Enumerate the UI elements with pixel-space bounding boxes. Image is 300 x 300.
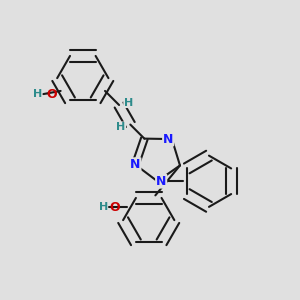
Text: H: H <box>124 98 133 107</box>
Text: N: N <box>156 175 166 188</box>
Text: H: H <box>33 89 42 99</box>
Text: N: N <box>130 158 141 171</box>
Text: H: H <box>98 202 108 212</box>
Text: N: N <box>163 133 173 146</box>
Text: O: O <box>46 88 57 100</box>
Text: H: H <box>116 122 126 132</box>
Text: O: O <box>110 201 120 214</box>
Text: -: - <box>45 89 50 99</box>
